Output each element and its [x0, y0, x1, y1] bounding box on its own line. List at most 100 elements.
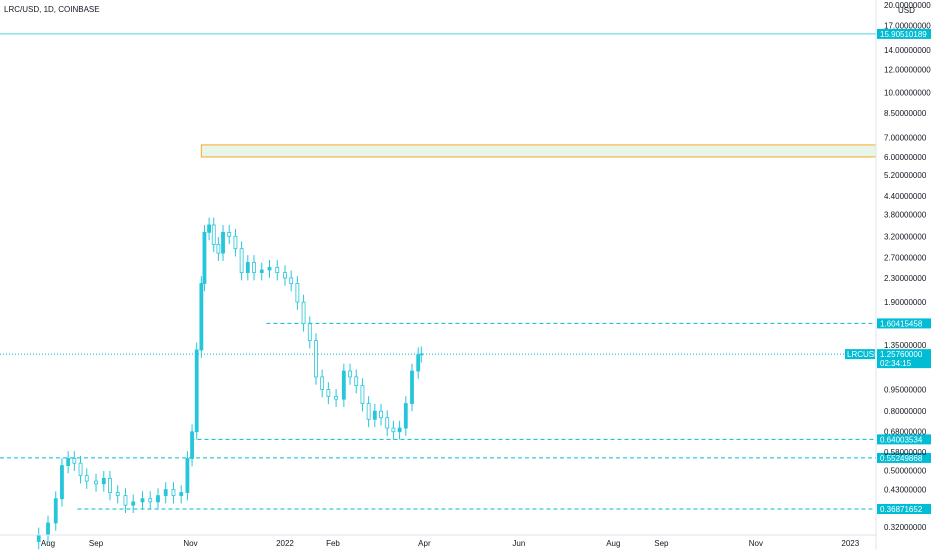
- candle-body: [94, 480, 98, 485]
- candle-body: [156, 495, 160, 503]
- y-tick-label: 1.90000000: [884, 298, 927, 307]
- currency-label: USD: [898, 6, 915, 15]
- level-price-tag: [877, 434, 931, 445]
- candle-body: [36, 534, 41, 542]
- candle-body: [211, 224, 216, 245]
- y-tick-label: 20.00000000: [884, 1, 931, 10]
- candle-body: [403, 403, 408, 429]
- candle-body: [295, 283, 300, 303]
- candle-body: [391, 427, 396, 433]
- x-tick-label: Sep: [89, 539, 104, 548]
- candle-body: [216, 244, 221, 254]
- x-tick-label: Sep: [654, 539, 669, 548]
- price-axis[interactable]: 20.00000000 17.00000000 14.00000000 12.0000…: [884, 1, 931, 532]
- candle-body: [46, 522, 50, 536]
- candle-body: [221, 231, 225, 254]
- y-tick-label: 14.00000000: [884, 46, 931, 55]
- candle-body: [239, 248, 244, 273]
- candle-body: [233, 235, 238, 250]
- candle-body: [163, 489, 168, 496]
- candle-body: [372, 410, 377, 420]
- candle-body: [66, 458, 71, 466]
- candle-body: [348, 370, 352, 378]
- level-price-tag: [877, 503, 931, 514]
- candle-body: [320, 376, 325, 390]
- candle-body: [267, 267, 272, 271]
- candle-body: [148, 498, 153, 503]
- y-tick-label: 3.80000000: [884, 211, 927, 220]
- candle-body: [289, 277, 294, 284]
- candle-body: [185, 458, 190, 493]
- candle-body: [283, 272, 287, 279]
- candle-body: [202, 231, 207, 284]
- candle-body: [259, 269, 264, 273]
- candle-body: [190, 431, 194, 459]
- y-tick-label: 2.30000000: [884, 274, 927, 283]
- candle-body: [379, 410, 383, 419]
- candle-body: [131, 501, 136, 506]
- candle-body: [78, 462, 83, 477]
- y-tick-label: 8.50000000: [884, 109, 927, 118]
- candle-body: [341, 370, 346, 400]
- y-tick-label: 0.58000000: [884, 448, 927, 457]
- x-tick-label: 2022: [276, 539, 294, 548]
- candle-body: [275, 267, 280, 273]
- y-tick-label: 3.20000000: [884, 232, 927, 241]
- candle-body: [179, 492, 184, 496]
- candle-body: [123, 495, 128, 506]
- time-axis[interactable]: Aug Sep Nov 2022 Feb Apr Jun Aug Sep Nov 2023: [0, 534, 876, 548]
- candle-body: [140, 498, 145, 503]
- level-price-tag: [877, 318, 931, 329]
- candle-body: [245, 262, 250, 273]
- level-price-tag: [877, 452, 931, 463]
- level-price-label: 0.64003534: [880, 435, 923, 444]
- y-tick-label: 0.95000000: [884, 386, 927, 395]
- candle-series: [36, 217, 424, 550]
- last-price-label: 1.25760000: [880, 350, 923, 359]
- candle-body: [207, 224, 211, 233]
- x-tick-label: Feb: [326, 539, 340, 548]
- candle-body: [334, 395, 338, 400]
- y-tick-label: 0.32000000: [884, 523, 927, 532]
- candle-body: [307, 323, 312, 341]
- last-price-tag: [877, 349, 931, 369]
- y-tick-label: 1.35000000: [884, 341, 927, 350]
- candle-body: [354, 376, 359, 387]
- candle-body: [360, 385, 365, 404]
- candle-body: [84, 475, 89, 482]
- y-tick-label: 10.00000000: [884, 88, 931, 97]
- candle-body: [416, 354, 421, 372]
- candle-body: [171, 489, 176, 496]
- candle-body: [108, 477, 112, 493]
- y-tick-label: 17.00000000: [884, 22, 931, 31]
- candle-body: [385, 417, 390, 429]
- level-price-label: 0.55249868: [880, 454, 923, 463]
- y-tick-label: 7.00000000: [884, 133, 927, 142]
- y-tick-label: 0.50000000: [884, 467, 927, 476]
- candle-body: [199, 283, 204, 351]
- candle-body: [326, 389, 331, 397]
- candle-body: [301, 301, 306, 325]
- y-tick-label: 4.40000000: [884, 192, 927, 201]
- candle-body: [419, 353, 424, 356]
- symbol-tag-label: LRCUSD: [847, 350, 880, 359]
- symbol-tag: [845, 349, 875, 360]
- x-tick-label: Aug: [606, 539, 620, 548]
- candle-body: [252, 262, 256, 273]
- resistance-zone[interactable]: [200, 144, 877, 158]
- y-tick-label: 2.70000000: [884, 254, 927, 263]
- x-tick-label: Apr: [418, 539, 431, 548]
- x-tick-label: Aug: [41, 539, 55, 548]
- horizontal-levels: 15.90510189 1.60415458 0.64003534 0.5524986…: [0, 28, 931, 514]
- x-tick-label: 2023: [841, 539, 859, 548]
- candle-body: [227, 231, 232, 237]
- x-tick-label: Nov: [749, 539, 763, 548]
- chart-title: LRC/USD, 1D, COINBASE: [4, 5, 100, 14]
- x-tick-label: Jun: [512, 539, 525, 548]
- candle-body: [410, 370, 414, 404]
- candle-body: [101, 477, 106, 485]
- candle-body: [115, 492, 120, 496]
- y-tick-label: 6.00000000: [884, 153, 927, 162]
- y-tick-label: 0.43000000: [884, 486, 927, 495]
